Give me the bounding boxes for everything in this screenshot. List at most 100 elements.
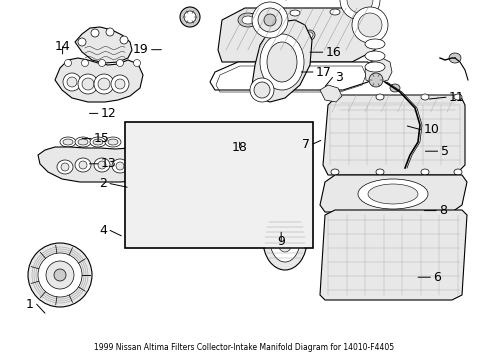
Text: 12: 12 (101, 107, 116, 120)
Polygon shape (319, 85, 341, 102)
Text: 15: 15 (94, 132, 110, 145)
Text: 17: 17 (315, 66, 331, 78)
Ellipse shape (264, 27, 274, 37)
Polygon shape (323, 95, 464, 175)
Ellipse shape (133, 59, 140, 67)
Ellipse shape (346, 0, 372, 13)
Ellipse shape (106, 28, 114, 36)
Ellipse shape (63, 139, 73, 145)
Text: 9: 9 (277, 235, 285, 248)
Text: 14: 14 (55, 40, 70, 53)
Ellipse shape (180, 7, 200, 27)
Ellipse shape (90, 137, 106, 147)
Ellipse shape (330, 169, 338, 175)
Ellipse shape (78, 38, 86, 46)
Ellipse shape (375, 169, 383, 175)
Ellipse shape (75, 158, 91, 172)
Ellipse shape (64, 59, 71, 67)
Ellipse shape (38, 253, 82, 297)
Text: 3: 3 (335, 71, 343, 84)
Ellipse shape (368, 73, 382, 87)
Ellipse shape (263, 210, 306, 270)
Ellipse shape (98, 59, 105, 67)
Ellipse shape (183, 11, 196, 23)
Ellipse shape (120, 36, 128, 44)
Ellipse shape (116, 59, 123, 67)
Ellipse shape (78, 139, 88, 145)
Ellipse shape (93, 139, 103, 145)
Ellipse shape (357, 13, 381, 37)
Ellipse shape (420, 169, 428, 175)
Text: 2: 2 (99, 177, 107, 190)
Ellipse shape (249, 13, 260, 19)
Ellipse shape (269, 218, 299, 262)
Text: 18: 18 (231, 141, 247, 154)
Polygon shape (319, 210, 466, 300)
Ellipse shape (98, 78, 110, 90)
Ellipse shape (448, 53, 460, 63)
Ellipse shape (81, 59, 88, 67)
Ellipse shape (98, 161, 106, 169)
Polygon shape (38, 147, 163, 182)
Ellipse shape (105, 137, 121, 147)
Ellipse shape (364, 62, 384, 72)
Ellipse shape (359, 13, 369, 19)
Ellipse shape (61, 163, 69, 171)
Ellipse shape (75, 137, 91, 147)
Text: 1999 Nissan Altima Filters Collector-Intake Manifold Diagram for 14010-F4405: 1999 Nissan Altima Filters Collector-Int… (94, 343, 394, 352)
Ellipse shape (242, 16, 253, 24)
Ellipse shape (46, 261, 74, 289)
Ellipse shape (367, 184, 417, 204)
Ellipse shape (364, 39, 384, 49)
Polygon shape (319, 175, 466, 212)
Ellipse shape (420, 94, 428, 100)
Text: 11: 11 (448, 91, 464, 104)
Ellipse shape (63, 73, 81, 91)
Ellipse shape (453, 169, 461, 175)
Ellipse shape (116, 162, 124, 170)
Polygon shape (364, 58, 391, 84)
Polygon shape (209, 62, 371, 90)
Ellipse shape (132, 161, 148, 175)
Ellipse shape (364, 51, 384, 61)
Ellipse shape (111, 75, 129, 93)
Ellipse shape (339, 0, 379, 20)
Text: 1: 1 (26, 298, 34, 311)
Text: 7: 7 (302, 138, 309, 150)
Polygon shape (75, 27, 132, 63)
Ellipse shape (112, 159, 128, 173)
Polygon shape (55, 58, 142, 102)
Ellipse shape (94, 158, 110, 172)
Ellipse shape (375, 94, 383, 100)
Ellipse shape (329, 9, 339, 15)
Text: 10: 10 (423, 123, 439, 136)
Ellipse shape (28, 243, 92, 307)
Ellipse shape (330, 94, 338, 100)
Text: 13: 13 (101, 157, 116, 170)
Ellipse shape (351, 7, 387, 43)
Ellipse shape (264, 14, 275, 26)
Text: 5: 5 (440, 145, 447, 158)
Ellipse shape (251, 2, 287, 38)
Ellipse shape (306, 32, 312, 38)
Ellipse shape (94, 74, 114, 94)
Ellipse shape (60, 137, 76, 147)
Ellipse shape (253, 82, 269, 98)
Ellipse shape (249, 78, 273, 102)
Polygon shape (251, 20, 311, 102)
Ellipse shape (389, 84, 399, 92)
Ellipse shape (57, 160, 73, 174)
Ellipse shape (289, 10, 299, 16)
Text: 6: 6 (432, 271, 440, 284)
Ellipse shape (78, 74, 98, 94)
Ellipse shape (82, 78, 94, 90)
Ellipse shape (305, 30, 314, 40)
Ellipse shape (260, 34, 304, 90)
Polygon shape (218, 8, 374, 62)
Ellipse shape (91, 29, 99, 37)
Ellipse shape (115, 79, 125, 89)
Ellipse shape (266, 42, 296, 82)
Ellipse shape (258, 8, 282, 32)
Text: 16: 16 (325, 46, 341, 59)
Ellipse shape (136, 164, 143, 172)
